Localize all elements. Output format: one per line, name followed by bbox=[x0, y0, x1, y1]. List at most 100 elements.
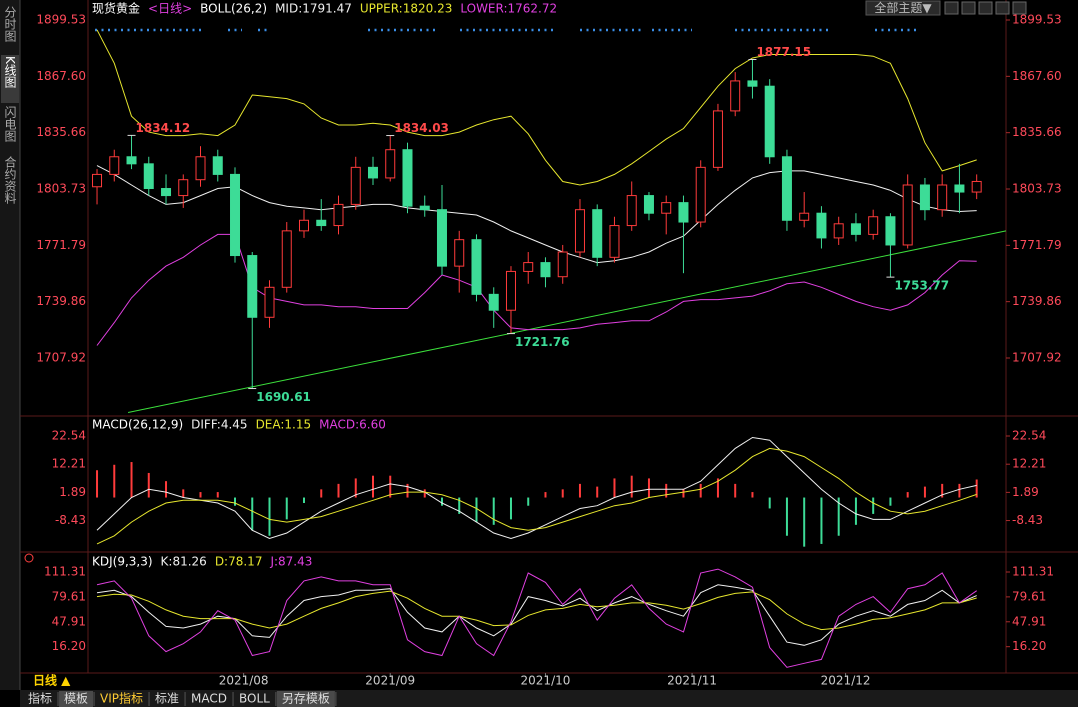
y-tick-label-right: 1.89 bbox=[1012, 485, 1039, 499]
y-tick-label: -8.43 bbox=[55, 513, 86, 527]
candle-body bbox=[471, 239, 482, 295]
x-tick-label: 2021/12 bbox=[821, 674, 871, 688]
low-label: 1690.61 bbox=[256, 390, 311, 404]
indicator-line bbox=[96, 165, 977, 264]
toolbar-tab-active bbox=[276, 691, 335, 707]
candle-body bbox=[264, 286, 275, 318]
candle-body bbox=[937, 184, 948, 211]
candle-body bbox=[109, 156, 120, 175]
sidebar-tab[interactable]: 闪电图 bbox=[3, 106, 17, 142]
y-tick-label-right: 1739.86 bbox=[1012, 294, 1062, 308]
candle-body bbox=[505, 270, 516, 311]
y-tick-label: 16.20 bbox=[52, 639, 86, 653]
candle-body bbox=[954, 184, 965, 193]
candle-body bbox=[799, 212, 810, 221]
candle-body bbox=[212, 156, 223, 175]
y-tick-label-right: 111.31 bbox=[1012, 564, 1054, 578]
low-label: 1753.77 bbox=[894, 279, 949, 293]
indicator-line bbox=[96, 568, 977, 668]
y-tick-label: 1739.86 bbox=[36, 294, 86, 308]
candle-body bbox=[230, 173, 241, 257]
candle-body bbox=[816, 212, 827, 239]
y-tick-label-right: 1803.73 bbox=[1012, 181, 1062, 195]
candle-body bbox=[92, 173, 103, 188]
candle-body bbox=[626, 195, 637, 227]
legend-item: MACD(26,12,9) bbox=[92, 418, 183, 432]
candle-body bbox=[695, 166, 706, 223]
y-tick-label: 1707.92 bbox=[36, 350, 86, 364]
toolbar-tab[interactable]: 模板 bbox=[64, 692, 88, 706]
candle-body bbox=[247, 255, 258, 318]
candle-body bbox=[730, 80, 741, 112]
sidebar-selected bbox=[1, 55, 19, 103]
y-tick-label-right: 47.91 bbox=[1012, 614, 1046, 628]
toolbar-tab-active bbox=[59, 691, 94, 707]
y-tick-label: 1867.60 bbox=[36, 69, 86, 83]
theme-button[interactable] bbox=[865, 0, 941, 16]
candle-body bbox=[126, 156, 137, 165]
legend-item: LOWER:1762.72 bbox=[460, 2, 557, 16]
high-label: 1834.03 bbox=[394, 121, 449, 135]
sidebar-tab[interactable]: 分时图 bbox=[3, 6, 17, 42]
legend-item: DIFF:4.45 bbox=[191, 418, 247, 432]
candle-body bbox=[592, 209, 603, 258]
toolbar-tab[interactable]: MACD bbox=[191, 692, 227, 706]
x-tick-label: 2021/08 bbox=[219, 674, 269, 688]
candle-body bbox=[178, 179, 189, 197]
window-icons bbox=[944, 1, 1027, 15]
legend-item: KDJ(9,3,3) bbox=[92, 555, 153, 569]
candle-body bbox=[712, 110, 723, 168]
sidebar-tab[interactable]: 合约资料 bbox=[3, 155, 17, 204]
y-tick-label-right: 22.54 bbox=[1012, 428, 1046, 442]
y-tick-label: 1899.53 bbox=[36, 13, 86, 27]
candle-body bbox=[833, 223, 844, 239]
candle-body bbox=[281, 230, 292, 288]
y-tick-label-right: 1899.53 bbox=[1012, 13, 1062, 27]
high-label: 1877.15 bbox=[756, 45, 811, 59]
candle-body bbox=[161, 188, 172, 197]
theme-button-label[interactable]: 全部主题▼ bbox=[874, 0, 932, 15]
candle-body bbox=[316, 219, 327, 227]
candle-body bbox=[195, 156, 206, 181]
candle-body bbox=[333, 203, 344, 227]
y-tick-label: 47.91 bbox=[52, 614, 86, 628]
candle-body bbox=[885, 216, 896, 246]
low-label: 1721.76 bbox=[515, 335, 570, 349]
toolbar-tab[interactable]: 指标 bbox=[28, 691, 52, 706]
candle-body bbox=[385, 149, 396, 179]
y-tick-label: 1835.66 bbox=[36, 125, 86, 139]
y-tick-label: 12.21 bbox=[52, 457, 86, 471]
high-label: 1834.12 bbox=[136, 121, 191, 135]
period-label[interactable]: 日线 ▲ bbox=[33, 673, 71, 688]
toolbar-tab[interactable]: VIP指标 bbox=[100, 691, 143, 706]
candle-body bbox=[143, 163, 154, 190]
candle-body bbox=[971, 180, 982, 193]
x-tick-label: 2021/10 bbox=[521, 674, 571, 688]
candle-body bbox=[850, 223, 861, 235]
toolbar-tab[interactable]: 另存模板 bbox=[282, 692, 330, 706]
y-tick-label: 79.61 bbox=[52, 589, 86, 603]
sidebar-tab[interactable]: K线图 bbox=[3, 56, 17, 88]
toolbar-tab[interactable]: BOLL bbox=[239, 692, 270, 706]
candle-body bbox=[747, 80, 758, 87]
candle-body bbox=[367, 166, 378, 179]
y-tick-label: 111.31 bbox=[44, 564, 86, 578]
y-tick-label: 1771.79 bbox=[36, 238, 86, 252]
legend-item: MACD:6.60 bbox=[319, 418, 386, 432]
candle-body bbox=[523, 262, 534, 272]
candle-body bbox=[919, 184, 930, 211]
candle-body bbox=[540, 262, 551, 278]
y-tick-label-right: 1707.92 bbox=[1012, 350, 1062, 364]
legend-item: <日线> bbox=[148, 2, 192, 16]
indicator-line bbox=[96, 447, 977, 545]
toolbar-tab[interactable]: 标准 bbox=[155, 692, 179, 706]
y-tick-label-right: 79.61 bbox=[1012, 589, 1046, 603]
y-tick-label-right: -8.43 bbox=[1012, 513, 1043, 527]
candle-body bbox=[643, 195, 654, 214]
trendline bbox=[127, 230, 1007, 414]
y-tick-label-right: 12.21 bbox=[1012, 457, 1046, 471]
candle-body bbox=[402, 149, 413, 207]
sidebar bbox=[0, 0, 20, 690]
candle-body bbox=[678, 202, 689, 223]
